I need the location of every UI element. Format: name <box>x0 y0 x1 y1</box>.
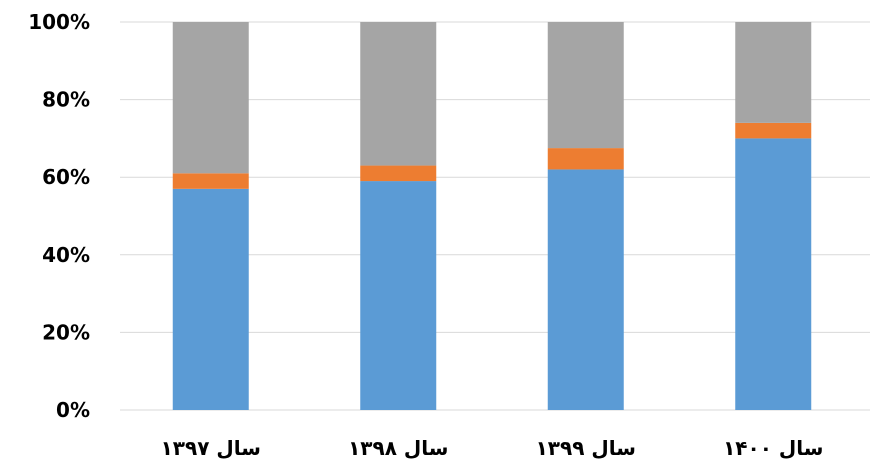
y-tick-label: 100% <box>28 10 90 34</box>
y-tick-label: 0% <box>56 398 90 422</box>
bar-segment-2-2 <box>360 165 437 182</box>
x-category-label: سال ۱۳۹۷ <box>161 436 261 460</box>
bar-segment-1-2 <box>360 181 437 410</box>
bar-segment-1-3 <box>547 169 624 410</box>
x-category-label: سال ۱۳۹۸ <box>348 436 448 460</box>
x-category-label: سال ۱۳۹۹ <box>536 436 636 460</box>
bar-segment-1-4 <box>735 138 812 410</box>
bar-segment-2-1 <box>172 173 249 189</box>
y-axis-ticks: 0% 20% 40% 60% 80% 100% <box>28 10 90 422</box>
bar-segment-2-4 <box>735 122 812 139</box>
y-tick-label: 40% <box>42 243 90 267</box>
x-axis-categories: سال ۱۳۹۷ سال ۱۳۹۸ سال ۱۳۹۹ سال ۱۴۰۰ <box>161 436 824 460</box>
x-category-label: سال ۱۴۰۰ <box>723 436 823 460</box>
bar-segment-3-2 <box>360 22 437 166</box>
bar-segment-2-3 <box>547 148 624 170</box>
bar-segment-3-3 <box>547 22 624 149</box>
y-tick-label: 60% <box>42 165 90 189</box>
y-tick-label: 80% <box>42 88 90 112</box>
bar-segment-3-4 <box>735 22 812 123</box>
bar-segment-1-1 <box>172 188 249 410</box>
bars <box>172 22 812 410</box>
bar-segment-3-1 <box>172 22 249 174</box>
y-tick-label: 20% <box>42 320 90 344</box>
